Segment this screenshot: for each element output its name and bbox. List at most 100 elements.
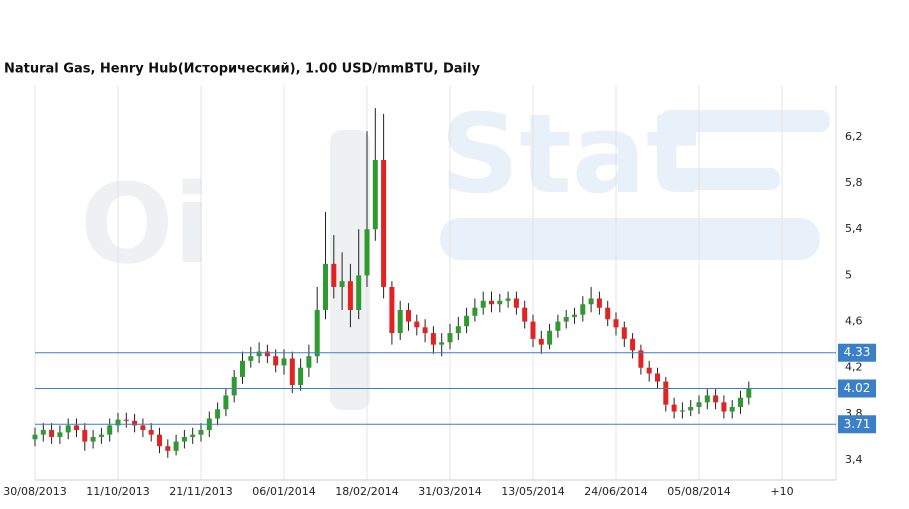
x-tick-label: +10: [770, 485, 793, 498]
candle-body: [323, 263, 328, 311]
candle-body: [406, 310, 411, 322]
candle-body: [298, 367, 304, 386]
candle-body: [522, 307, 528, 322]
candle-body: [32, 434, 38, 440]
candle-body: [588, 298, 594, 305]
candle-body: [82, 430, 88, 442]
candle-body: [439, 342, 445, 345]
x-tick-label: 18/02/2014: [335, 485, 398, 498]
candle-body: [364, 229, 370, 276]
candle-body: [356, 275, 362, 311]
x-tick-label: 11/10/2013: [86, 485, 149, 498]
candle-body: [107, 425, 113, 435]
x-tick-label: 30/08/2013: [3, 485, 66, 498]
candle-body: [630, 338, 636, 351]
level-label: 4.02: [844, 381, 871, 395]
candle-body: [190, 434, 196, 437]
y-tick-label: 4,2: [845, 361, 863, 374]
candle-body: [430, 333, 436, 345]
candle-body: [40, 430, 46, 435]
candle-body: [696, 402, 702, 407]
candle-body: [347, 281, 353, 311]
candle-body: [181, 436, 187, 442]
y-tick-label: 6,2: [845, 130, 863, 143]
candle-body: [372, 160, 378, 230]
candle-body: [256, 351, 262, 357]
candle-body: [513, 298, 519, 308]
candle-body: [65, 425, 71, 433]
candle-body: [538, 338, 544, 345]
candle-body: [339, 281, 345, 287]
watermark-text: Oi: [80, 160, 211, 288]
candle-body: [90, 436, 96, 442]
level-label-box: [838, 343, 876, 362]
candle-body: [679, 410, 685, 412]
candle-body: [555, 321, 561, 331]
level-label-box: [838, 415, 876, 434]
candle-body: [472, 307, 478, 316]
candle-body: [98, 434, 104, 437]
candle-body: [688, 406, 694, 411]
candle-body: [132, 420, 138, 426]
candle-body: [223, 395, 229, 410]
candle-body: [414, 321, 420, 328]
y-tick-label: 5: [845, 268, 852, 281]
candle-body: [306, 356, 312, 368]
candle-body: [480, 300, 486, 308]
candle-body: [289, 358, 295, 386]
watermark: Oi Stat: [80, 90, 830, 410]
candle-body: [281, 358, 287, 366]
candle-body: [621, 327, 627, 339]
candle-body: [248, 356, 254, 361]
candle-body: [729, 406, 735, 412]
candle-body: [314, 310, 320, 357]
candle-body: [455, 326, 461, 334]
candle-body: [397, 310, 403, 334]
candle-body: [447, 333, 453, 343]
candle-body: [422, 327, 428, 334]
candle-body: [165, 446, 171, 451]
x-tick-label: 06/01/2014: [252, 485, 315, 498]
candle-body: [198, 430, 204, 435]
candle-body: [215, 409, 221, 419]
candle-body: [572, 314, 577, 317]
x-tick-label: 13/05/2014: [501, 485, 564, 498]
candle-body: [240, 360, 245, 377]
candle-body: [389, 286, 395, 334]
candle-body: [530, 321, 536, 339]
candle-body: [596, 298, 602, 308]
candle-body: [638, 350, 644, 368]
watermark-text: Stat: [440, 90, 699, 218]
candle-body: [655, 373, 660, 382]
candle-body: [646, 367, 652, 374]
candle-body: [746, 388, 752, 398]
candle-body: [115, 419, 121, 426]
level-label: 4.33: [844, 345, 871, 359]
y-tick-label: 4,6: [845, 315, 863, 328]
candle-body: [563, 316, 569, 322]
candle-body: [264, 351, 270, 357]
candle-body: [381, 160, 387, 287]
candle-body: [738, 397, 743, 407]
candle-body: [713, 395, 719, 403]
candle-body: [671, 404, 677, 412]
candle-body: [613, 319, 619, 328]
level-label-box: [838, 379, 876, 398]
candle-body: [57, 432, 63, 437]
watermark-shape: [660, 168, 780, 190]
x-tick-label: 31/03/2014: [418, 485, 481, 498]
y-tick-label: 5,4: [845, 222, 863, 235]
y-tick-label: 3,4: [845, 453, 863, 466]
candle-body: [663, 381, 669, 405]
x-tick-label: 05/08/2014: [667, 485, 730, 498]
candle-body: [140, 425, 146, 431]
x-tick-label: 24/06/2014: [584, 485, 647, 498]
candle-body: [464, 315, 470, 327]
watermark-shape: [440, 218, 820, 260]
x-tick-label: 21/11/2013: [169, 485, 232, 498]
candle-body: [505, 298, 511, 301]
candle-body: [331, 263, 337, 287]
chart-title: Natural Gas, Henry Hub(Исторический), 1.…: [4, 62, 480, 77]
candle-body: [123, 419, 129, 421]
